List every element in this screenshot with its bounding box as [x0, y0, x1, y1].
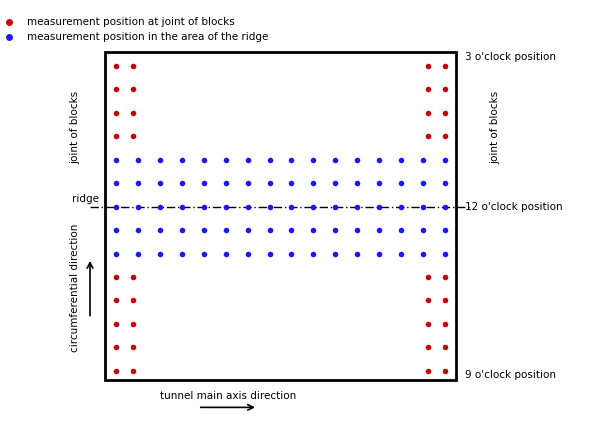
Text: joint of blocks: joint of blocks: [70, 91, 80, 164]
Text: ridge: ridge: [72, 194, 99, 204]
Text: measurement position in the area of the ridge: measurement position in the area of the …: [27, 32, 268, 42]
Text: joint of blocks: joint of blocks: [490, 91, 500, 164]
Text: circumferential direction: circumferential direction: [70, 224, 80, 353]
Text: 9 o'clock position: 9 o'clock position: [465, 370, 556, 380]
Text: tunnel main axis direction: tunnel main axis direction: [160, 391, 296, 401]
Text: 12 o'clock position: 12 o'clock position: [465, 202, 563, 212]
Text: measurement position at joint of blocks: measurement position at joint of blocks: [27, 16, 235, 27]
Text: 3 o'clock position: 3 o'clock position: [465, 52, 556, 62]
